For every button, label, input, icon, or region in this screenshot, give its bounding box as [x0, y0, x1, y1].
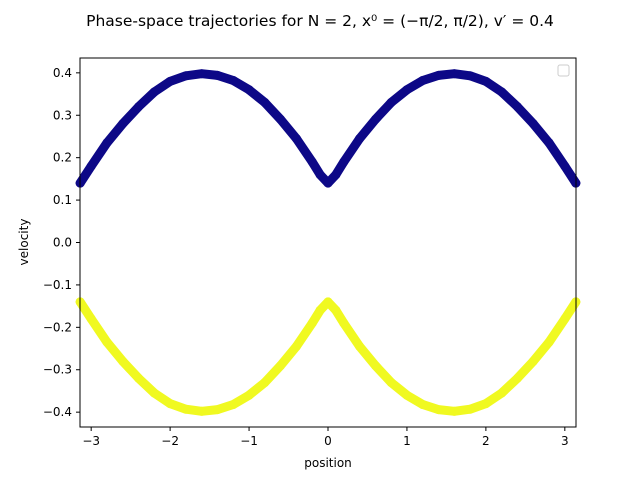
- y-tick-label: 0.1: [53, 193, 72, 207]
- y-tick-label: −0.1: [43, 278, 72, 292]
- x-axis-label: position: [304, 456, 352, 470]
- axes-frame: [79, 57, 577, 428]
- series-2-point: [276, 361, 286, 370]
- series-1-point: [86, 161, 96, 171]
- series-1-point: [118, 119, 128, 129]
- series-1-point: [323, 178, 333, 188]
- series-1-point: [544, 138, 554, 148]
- series-1-point: [512, 102, 522, 112]
- series-2-point: [323, 297, 333, 307]
- y-tick-label: 0.0: [53, 236, 72, 250]
- series-2-point: [149, 388, 159, 398]
- series-layer: [75, 69, 581, 416]
- series-1-point: [481, 76, 491, 86]
- series-1-point: [165, 76, 175, 86]
- series-1-point: [181, 71, 191, 81]
- series-2-point: [260, 377, 270, 387]
- series-1-point: [402, 85, 412, 95]
- series-2-point: [291, 341, 301, 351]
- series-2-point: [102, 337, 112, 347]
- series-2-point: [386, 377, 396, 387]
- series-2-point: [560, 314, 570, 324]
- series-1-point: [244, 85, 254, 95]
- series-1-point: [260, 98, 270, 108]
- plot-area: [75, 57, 581, 428]
- series-1-point: [386, 98, 396, 108]
- series-2-point: [370, 361, 380, 370]
- series-1-point: [465, 71, 475, 81]
- series-2-point: [544, 337, 554, 347]
- series-1-point: [434, 70, 444, 80]
- series-2-point: [528, 356, 538, 366]
- series-1-point: [102, 138, 112, 148]
- y-tick-label: 0.4: [53, 66, 72, 80]
- series-2-point: [181, 404, 191, 414]
- series-2-point: [331, 305, 341, 315]
- series-2-point: [86, 314, 96, 324]
- series-2-point: [402, 390, 412, 400]
- series-1-point: [291, 134, 301, 144]
- series-2-point: [212, 405, 222, 415]
- x-tick-label: 1: [403, 434, 411, 448]
- series-2-point: [465, 404, 475, 414]
- series-2-point: [512, 373, 522, 383]
- series-2-point: [434, 405, 444, 415]
- series-2-point: [339, 318, 349, 328]
- series-2-point: [481, 399, 491, 409]
- y-axis: −0.4 −0.3 −0.2 −0.1 0.0 0.1 0.2 0.3 0.4: [43, 66, 80, 419]
- series-1-point: [228, 75, 238, 85]
- y-tick-label: −0.2: [43, 320, 72, 334]
- series-2-point: [134, 373, 144, 383]
- y-tick-label: 0.3: [53, 108, 72, 122]
- series-2-point: [497, 388, 507, 398]
- x-tick-label: 0: [324, 434, 332, 448]
- series-2-point: [118, 356, 128, 366]
- x-tick-label: 2: [482, 434, 490, 448]
- series-1-point: [528, 119, 538, 129]
- x-tick-label: 3: [561, 434, 569, 448]
- series-1-point: [418, 75, 428, 85]
- series-1-point: [355, 134, 365, 144]
- series-2-point: [244, 390, 254, 400]
- series-1-point: [339, 157, 349, 167]
- y-tick-label: −0.4: [43, 405, 72, 419]
- series-1-point: [315, 170, 325, 180]
- series-1-point: [149, 87, 159, 97]
- series-1-point: [276, 115, 286, 124]
- y-tick-label: −0.3: [43, 363, 72, 377]
- series-1-point: [212, 70, 222, 80]
- chart-title: Phase-space trajectories for N = 2, x⁰ =…: [86, 12, 554, 30]
- series-2-point: [418, 400, 428, 410]
- series-2-point: [315, 305, 325, 315]
- series-1-point: [134, 102, 144, 112]
- series-2-point: [165, 399, 175, 409]
- y-tick-label: 0.2: [53, 151, 72, 165]
- series-1-point: [497, 87, 507, 97]
- series-1-point: [197, 69, 207, 79]
- y-axis-label: velocity: [17, 219, 31, 266]
- series-1-point: [331, 170, 341, 180]
- series-1-point: [307, 157, 317, 167]
- series-2-point: [197, 406, 207, 416]
- x-tick-label: −2: [161, 434, 179, 448]
- series-2-point: [449, 406, 459, 416]
- series-1-point: [370, 115, 380, 124]
- legend-box: [557, 64, 570, 77]
- x-axis: −3 −2 −1 0 1 2 3: [82, 427, 569, 448]
- series-1-point: [560, 161, 570, 171]
- x-tick-label: −1: [240, 434, 258, 448]
- series-2-point: [355, 341, 365, 351]
- series-2-point: [228, 400, 238, 410]
- series-2-point: [307, 318, 317, 328]
- x-tick-label: −3: [82, 434, 100, 448]
- series-1-point: [449, 69, 459, 79]
